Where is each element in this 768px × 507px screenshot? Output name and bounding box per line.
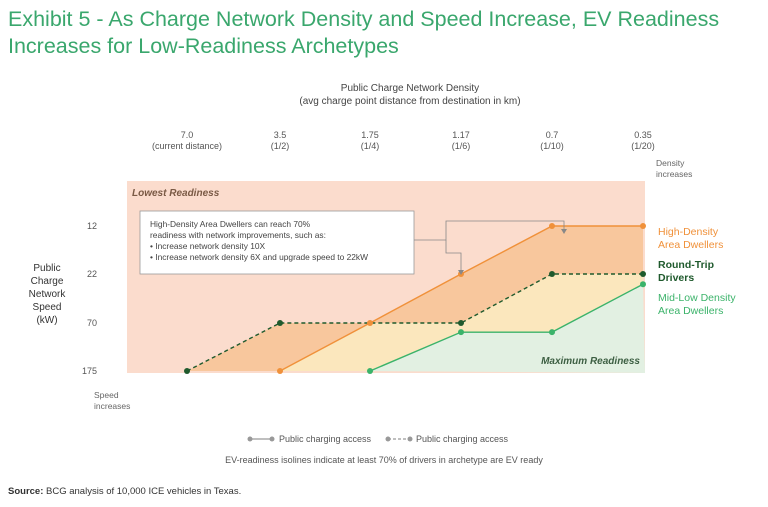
mid-low-density-area-dwellers-point bbox=[367, 368, 373, 374]
legend-dashed-marker bbox=[385, 436, 391, 442]
source-label: Source: bbox=[8, 486, 44, 497]
series-label: High-Density bbox=[658, 226, 719, 238]
series-label: Area Dwellers bbox=[658, 239, 723, 251]
series-label: Mid-Low Density bbox=[658, 292, 736, 304]
annotation-connector-10x bbox=[414, 220, 565, 241]
chart-footnote: EV-readiness isolines indicate at least … bbox=[225, 455, 543, 465]
top-axis-title: Public Charge Network Density (avg charg… bbox=[240, 82, 580, 108]
source-note: Source: BCG analysis of 10,000 ICE vehic… bbox=[8, 486, 241, 497]
left-axis-tick-label: 22 bbox=[87, 269, 97, 279]
top-axis-tick-label: 7.0 bbox=[181, 130, 194, 140]
top-axis-title-line2: (avg charge point distance from destinat… bbox=[299, 96, 521, 107]
left-axis-title-line: (kW) bbox=[36, 315, 58, 326]
top-axis-tick-label: 3.5 bbox=[274, 130, 287, 140]
top-axis-tick-sublabel: (1/10) bbox=[540, 141, 564, 151]
orange-readiness-band bbox=[187, 226, 643, 371]
series-label: Drivers bbox=[658, 272, 694, 284]
speed-increases-label: Speed increases bbox=[94, 390, 131, 411]
left-axis-title-line: Charge bbox=[30, 276, 64, 287]
round-trip-drivers-point bbox=[549, 271, 555, 277]
top-axis-tick-sublabel: (1/20) bbox=[631, 141, 655, 151]
round-trip-drivers-point bbox=[640, 271, 646, 277]
legend-dashed-label: Public charging access bbox=[416, 434, 509, 444]
left-axis-title: Public Charge Network Speed (kW) bbox=[18, 262, 76, 327]
round-trip-drivers-point bbox=[184, 368, 190, 374]
top-axis-tick-label: 0.35 bbox=[634, 130, 652, 140]
maximum-readiness-label: Maximum Readiness bbox=[541, 356, 640, 367]
top-axis-tick-sublabel: (current distance) bbox=[152, 141, 222, 151]
source-text: BCG analysis of 10,000 ICE vehicles in T… bbox=[46, 486, 242, 497]
top-axis-tick-label: 0.7 bbox=[546, 130, 559, 140]
top-axis-tick-label: 1.75 bbox=[361, 130, 379, 140]
round-trip-drivers-point bbox=[277, 320, 283, 326]
mid-low-density-area-dwellers-point bbox=[458, 329, 464, 336]
annotation-box bbox=[139, 210, 415, 275]
high-density-area-dwellers-point bbox=[367, 320, 373, 326]
density-increases-label: Density increases bbox=[656, 158, 693, 179]
series-label: Area Dwellers bbox=[658, 305, 723, 317]
page-title: Exhibit 5 - As Charge Network Density an… bbox=[8, 7, 720, 58]
series-label: Round-Trip bbox=[658, 259, 714, 271]
annotation-text: readiness with network improvements, suc… bbox=[150, 230, 326, 240]
mid-low-density-area-dwellers-point bbox=[640, 281, 646, 288]
annotation-text: • Increase network density 6X and upgrad… bbox=[150, 252, 368, 262]
top-axis-title-line1: Public Charge Network Density bbox=[340, 83, 480, 94]
high-density-area-dwellers-point bbox=[549, 223, 555, 229]
round-trip-drivers-point bbox=[458, 320, 464, 326]
high-density-area-dwellers-point bbox=[640, 223, 646, 229]
annotation-arrowhead bbox=[561, 229, 567, 234]
legend-solid-marker bbox=[247, 436, 253, 442]
mid-low-density-area-dwellers-line bbox=[369, 283, 644, 372]
annotation-arrowhead bbox=[458, 270, 464, 275]
lowest-readiness-label: Lowest Readiness bbox=[132, 188, 220, 199]
top-axis-tick-sublabel: (1/2) bbox=[271, 141, 290, 151]
annotation-connector-6x bbox=[445, 240, 462, 273]
top-axis-tick-sublabel: (1/4) bbox=[361, 141, 380, 151]
left-axis-title-line: Public bbox=[33, 263, 61, 274]
green-readiness-region bbox=[370, 284, 645, 373]
legend-solid-label: Public charging access bbox=[279, 434, 372, 444]
high-density-area-dwellers-point bbox=[277, 368, 283, 374]
left-axis-tick-label: 175 bbox=[82, 366, 97, 376]
annotation-text: High-Density Area Dwellers can reach 70% bbox=[150, 219, 311, 229]
mid-low-density-area-dwellers-point bbox=[549, 329, 555, 336]
legend-solid-marker bbox=[269, 436, 275, 442]
left-axis-tick-label: 12 bbox=[87, 221, 97, 231]
left-axis-title-line: Network bbox=[28, 289, 66, 300]
legend-dashed-marker bbox=[407, 436, 413, 442]
top-axis-tick-sublabel: (1/6) bbox=[452, 141, 471, 151]
left-axis-title-line: Speed bbox=[32, 302, 62, 313]
left-axis-tick-label: 70 bbox=[87, 318, 97, 328]
annotation-text: • Increase network density 10X bbox=[150, 241, 266, 251]
top-axis-tick-label: 1.17 bbox=[452, 130, 470, 140]
